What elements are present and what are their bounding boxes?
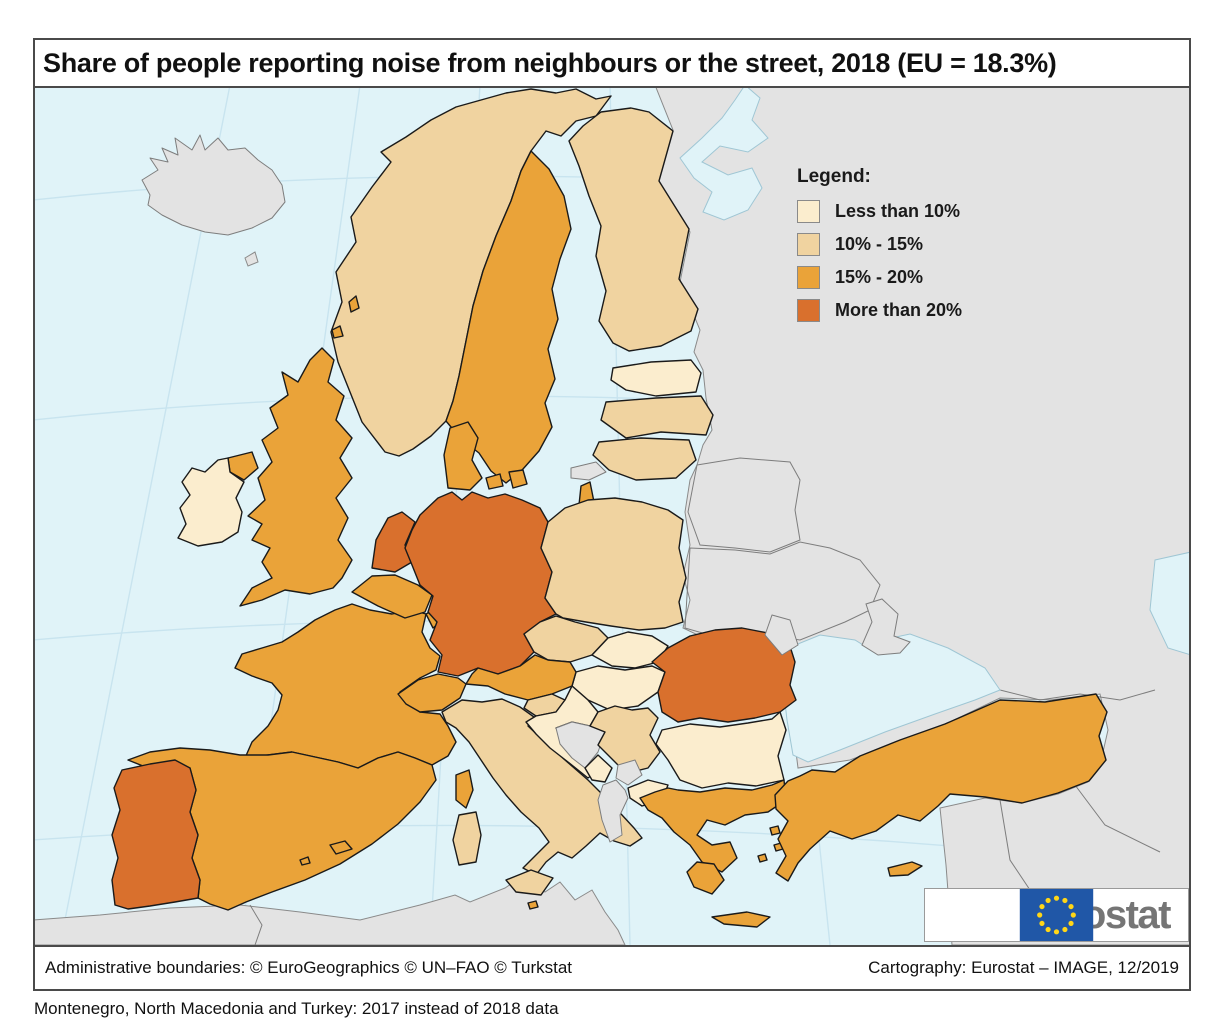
legend-swatch: [797, 298, 820, 322]
country-spain: [299, 856, 311, 866]
region-crimea: [861, 598, 911, 656]
footer-cartography: Cartography: Eurostat – IMAGE, 12/2019: [868, 958, 1179, 977]
country-iceland: [141, 134, 286, 236]
footer-bar: Administrative boundaries: © EuroGeograp…: [35, 945, 1189, 989]
country-estonia: [610, 359, 702, 397]
map-area: Legend: Less than 10% 10% - 15% 15% - 20% M…: [35, 88, 1189, 945]
country-denmark: [443, 421, 483, 491]
country-greece: [686, 861, 725, 895]
country-netherlands: [371, 511, 416, 573]
country-france: [455, 769, 474, 809]
country-romania: [651, 627, 797, 723]
country-portugal: [111, 759, 201, 910]
country-serbia: [589, 705, 661, 773]
country-bulgaria: [655, 711, 787, 789]
country-moldova: [764, 614, 799, 656]
legend-item: 10% - 15%: [797, 232, 962, 256]
legend-swatch: [797, 265, 820, 289]
country-albania: [597, 779, 629, 843]
footer-attribution: Administrative boundaries: © EuroGeograp…: [45, 958, 573, 977]
country-italy: [505, 869, 554, 896]
page-title: Share of people reporting noise from nei…: [43, 47, 1057, 78]
country-sweden: [445, 150, 572, 484]
country-greece: [769, 825, 781, 836]
country-finland: [568, 107, 699, 352]
legend-swatch: [797, 232, 820, 256]
country-greece: [711, 911, 771, 928]
country-latvia: [600, 395, 714, 439]
footnote: Montenegro, North Macedonia and Turkey: …: [34, 999, 559, 1018]
country-ireland: [177, 457, 245, 547]
country-lithuania: [592, 437, 697, 481]
legend-label: 15% - 20%: [835, 266, 924, 287]
country-united-kingdom: [239, 347, 353, 607]
legend-items: Less than 10% 10% - 15% 15% - 20% More than…: [797, 199, 963, 332]
country-denmark: [508, 469, 528, 489]
legend-item: More than 20%: [797, 298, 963, 322]
europe-choropleth-map: [35, 88, 1189, 945]
caspian-sea: [1149, 551, 1189, 655]
country-italy: [452, 811, 482, 866]
country-poland: [540, 497, 687, 631]
legend-item: Less than 10%: [797, 199, 962, 223]
country-united-kingdom: [331, 325, 344, 339]
country-kosovo: [615, 759, 643, 786]
legend-label: 10% - 15%: [835, 233, 924, 254]
title-bar: Share of people reporting noise from nei…: [35, 40, 1189, 88]
country-turkey: [774, 693, 1108, 882]
country-spain: [329, 840, 353, 855]
country-malta: [527, 900, 539, 910]
legend-swatch: [797, 199, 820, 223]
region-faroe-islands: [244, 251, 259, 267]
legend-item: 15% - 20%: [797, 265, 962, 289]
morocco-algeria-border: [249, 904, 263, 945]
country-switzerland: [397, 673, 467, 713]
country-cyprus: [887, 861, 923, 877]
legend-heading: Legend:: [797, 166, 871, 187]
country-montenegro: [584, 754, 613, 783]
country-united-kingdom: [348, 295, 360, 313]
eu-flag-icon: [1019, 889, 1094, 941]
legend-label: More than 20%: [835, 299, 963, 320]
country-greece: [757, 853, 768, 863]
white-sea: [679, 88, 769, 221]
country-bosnia-and-herzegovina: [555, 721, 606, 769]
country-kaliningrad-ru-: [570, 461, 607, 481]
country-denmark: [485, 473, 504, 490]
legend: Legend: Less than 10% 10% - 15% 15% - 20% M…: [797, 166, 962, 332]
countries-layer: [111, 88, 1108, 928]
eurostat-logo: eurostat: [924, 888, 1189, 942]
map-frame: Share of people reporting noise from nei…: [33, 38, 1191, 991]
legend-label: Less than 10%: [835, 200, 961, 221]
